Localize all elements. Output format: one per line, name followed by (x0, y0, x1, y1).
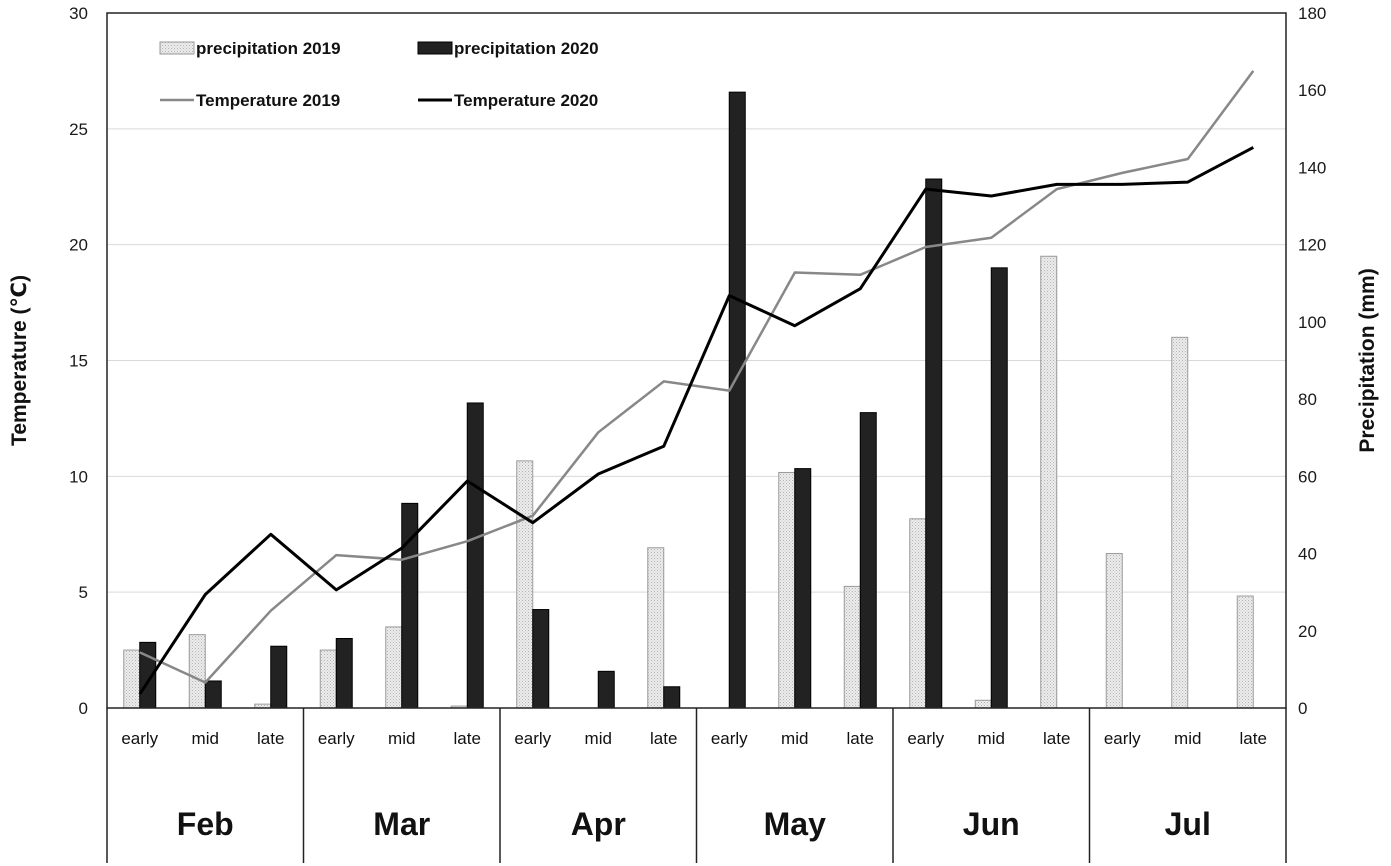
y-right-tick-label: 120 (1298, 236, 1326, 255)
x-subcategory-label: late (1043, 729, 1070, 748)
x-subcategory-label: late (454, 729, 481, 748)
y-left-tick-label: 30 (69, 4, 88, 23)
y-right-tick-label: 0 (1298, 699, 1307, 718)
bar-precip-2019 (385, 626, 403, 709)
bar-precip-2019 (974, 699, 992, 709)
bar-precip-2020 (663, 686, 681, 709)
y-right-tick-label: 140 (1298, 158, 1326, 177)
x-subcategory-label: late (650, 729, 677, 748)
bar-precip-2019 (843, 585, 861, 709)
x-subcategory-label: mid (585, 729, 612, 748)
x-month-label: May (764, 806, 826, 842)
x-subcategory-label: early (711, 729, 748, 748)
bar-precip-2019 (123, 649, 141, 709)
bar-precip-2020 (597, 670, 615, 709)
x-subcategory-label: mid (192, 729, 219, 748)
y-left-tick-label: 5 (79, 583, 88, 602)
x-subcategory-label: early (514, 729, 551, 748)
legend-label: precipitation 2019 (196, 39, 341, 58)
bar-precip-2020 (859, 412, 877, 709)
bar-precip-2019 (1040, 255, 1058, 709)
x-subcategory-label: mid (781, 729, 808, 748)
x-subcategory-label: early (318, 729, 355, 748)
bar-precip-2020 (925, 178, 943, 709)
bar-precip-2020 (335, 638, 353, 709)
y-right-axis-title: Precipitation (mm) (1356, 268, 1379, 452)
legend-swatch (417, 41, 453, 55)
bar-precip-2020 (204, 680, 222, 709)
bar-precip-2019 (647, 547, 665, 709)
bar-precip-2020 (728, 91, 746, 709)
x-month-label: Mar (373, 806, 430, 842)
y-right-tick-label: 80 (1298, 390, 1317, 409)
y-right-tick-label: 160 (1298, 81, 1326, 100)
y-right-tick-label: 100 (1298, 313, 1326, 332)
x-subcategory-label: mid (1174, 729, 1201, 748)
legend-label: Temperature 2019 (196, 91, 340, 110)
bar-precip-2019 (1236, 595, 1254, 709)
legend-label: Temperature 2020 (454, 91, 598, 110)
x-subcategory-label: mid (978, 729, 1005, 748)
bar-precip-2019 (319, 649, 337, 709)
bar-precip-2019 (778, 471, 796, 709)
bar-precip-2019 (1171, 336, 1189, 709)
y-right-tick-label: 180 (1298, 4, 1326, 23)
x-subcategory-label: late (1240, 729, 1267, 748)
bar-precip-2019 (909, 518, 927, 709)
y-right-tick-label: 60 (1298, 467, 1317, 486)
y-right-tick-label: 20 (1298, 622, 1317, 641)
x-subcategory-label: early (1104, 729, 1141, 748)
x-month-label: Jun (963, 806, 1020, 842)
y-left-tick-label: 20 (69, 236, 88, 255)
x-subcategory-label: mid (388, 729, 415, 748)
y-left-axis-title: Temperature (℃) (8, 275, 31, 446)
line-temperature-2020 (138, 146, 1255, 695)
x-subcategory-label: early (121, 729, 158, 748)
bar-precip-2020 (466, 402, 484, 709)
x-month-label: Jul (1165, 806, 1211, 842)
line-temperature-2019 (139, 70, 1255, 684)
bar-precip-2020 (532, 609, 550, 709)
bar-precip-2019 (516, 460, 534, 709)
bar-precip-2019 (188, 634, 206, 709)
y-left-tick-label: 25 (69, 120, 88, 139)
bar-precip-2019 (1105, 553, 1123, 709)
bar-precip-2020 (794, 468, 812, 709)
y-left-tick-label: 0 (79, 699, 88, 718)
y-left-tick-label: 15 (69, 352, 88, 371)
x-subcategory-label: early (907, 729, 944, 748)
x-month-label: Feb (177, 806, 234, 842)
bar-precip-2020 (990, 267, 1008, 709)
y-right-tick-label: 40 (1298, 545, 1317, 564)
x-subcategory-label: late (847, 729, 874, 748)
bar-precip-2020 (270, 645, 288, 709)
legend-swatch (159, 41, 195, 55)
x-month-label: Apr (571, 806, 626, 842)
x-subcategory-label: late (257, 729, 284, 748)
y-left-tick-label: 10 (69, 467, 88, 486)
legend-label: precipitation 2020 (454, 39, 599, 58)
